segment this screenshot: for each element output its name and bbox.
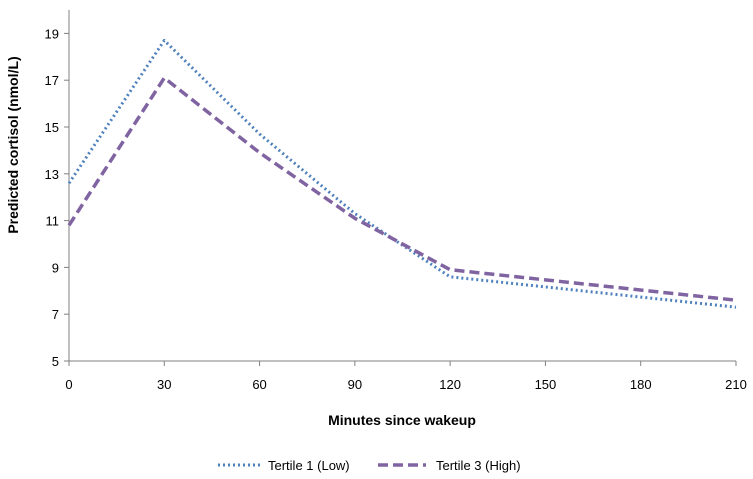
y-axis-title: Predicted cortisol (nmol/L) [5,56,21,233]
x-axis-title: Minutes since wakeup [328,412,476,428]
legend-label-tertile-1: Tertile 1 (Low) [268,458,350,473]
x-tick-label: 180 [630,377,652,392]
axes [68,10,736,362]
x-tick-label: 210 [725,377,747,392]
y-tick-label: 9 [52,260,59,275]
y-tick-label: 17 [45,73,59,88]
x-tick-label: 30 [157,377,171,392]
legend-label-tertile-3: Tertile 3 (High) [436,458,521,473]
legend: Tertile 1 (Low) Tertile 3 (High) [218,458,521,473]
x-axis-ticks: 0 30 60 90 120 150 180 210 [65,361,747,392]
y-tick-label: 7 [52,307,59,322]
x-tick-label: 120 [439,377,461,392]
y-tick-label: 5 [52,354,59,369]
y-tick-label: 13 [45,167,59,182]
x-tick-label: 90 [348,377,362,392]
y-tick-label: 19 [45,26,59,41]
series-line-tertile-3 [67,76,737,302]
x-tick-label: 60 [252,377,266,392]
series-line-tertile-1 [67,38,737,309]
x-tick-label: 150 [535,377,557,392]
y-axis-ticks: 5 7 9 11 13 15 17 19 [45,26,69,369]
x-tick-label: 0 [65,377,72,392]
y-tick-label: 11 [46,214,60,229]
y-tick-label: 15 [45,120,59,135]
series-layer [67,38,737,309]
